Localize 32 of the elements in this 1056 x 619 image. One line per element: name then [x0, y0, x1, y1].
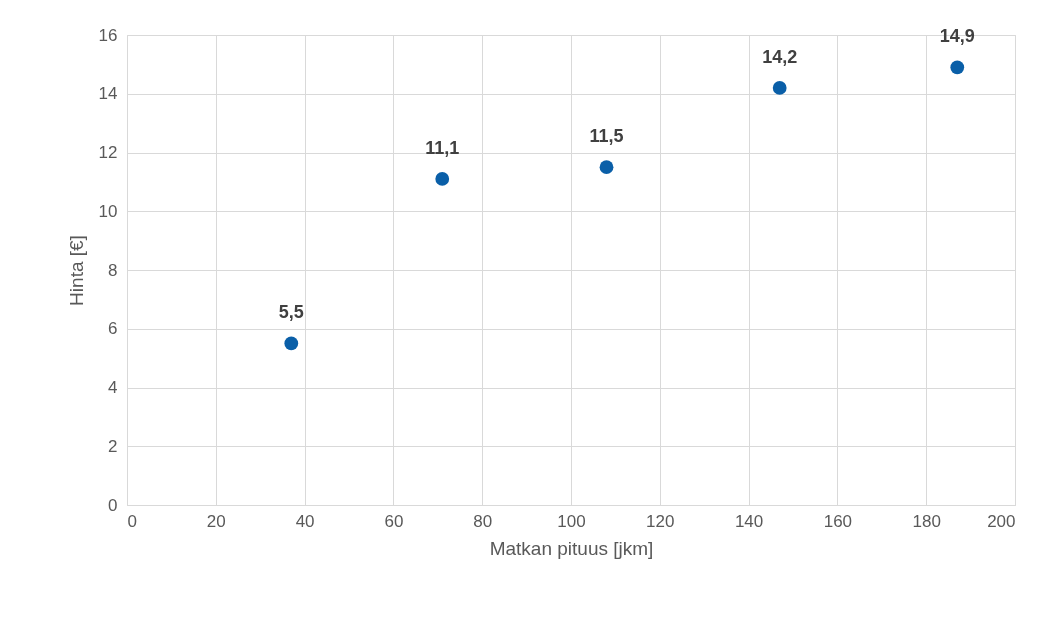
point	[599, 160, 614, 175]
data-label: 11,1	[425, 137, 460, 158]
point	[772, 81, 787, 95]
x-axis-title: Matkan pituus [jkm]	[489, 537, 654, 559]
x-tick-label: 200	[987, 511, 1016, 531]
x-tick-label: 120	[646, 511, 675, 531]
x-tick-label: 20	[206, 511, 226, 531]
data-label: 11,5	[589, 126, 624, 147]
point	[435, 172, 450, 186]
x-tick-label: 140	[734, 511, 764, 531]
x-tick-label: 180	[912, 511, 941, 531]
x-tick-label: 160	[823, 511, 853, 531]
x-tick-label: 100	[557, 511, 586, 531]
point	[950, 60, 965, 75]
y-axis-title: Hinta [€]	[65, 235, 87, 306]
y-tick-label: 6	[108, 319, 118, 339]
y-tick-label: 10	[98, 201, 118, 221]
y-tick-label: 4	[108, 378, 118, 397]
point	[284, 336, 299, 351]
y-tick-label: 2	[108, 436, 118, 456]
data-label: 5,5	[278, 302, 304, 323]
y-tick-label: 8	[108, 260, 118, 280]
x-tick-label: 60	[384, 511, 404, 531]
y-tick-label: 0	[108, 495, 118, 515]
y-tick-label: 14	[98, 84, 118, 104]
data-label: 14,2	[762, 46, 798, 67]
y-tick-label: 16	[98, 25, 118, 45]
y-tick-label: 12	[98, 143, 118, 162]
data-label: 14,9	[939, 26, 975, 47]
x-tick-label: 80	[473, 511, 493, 531]
x-tick-label: 40	[295, 511, 315, 531]
x-tick-label: 0	[127, 511, 137, 531]
